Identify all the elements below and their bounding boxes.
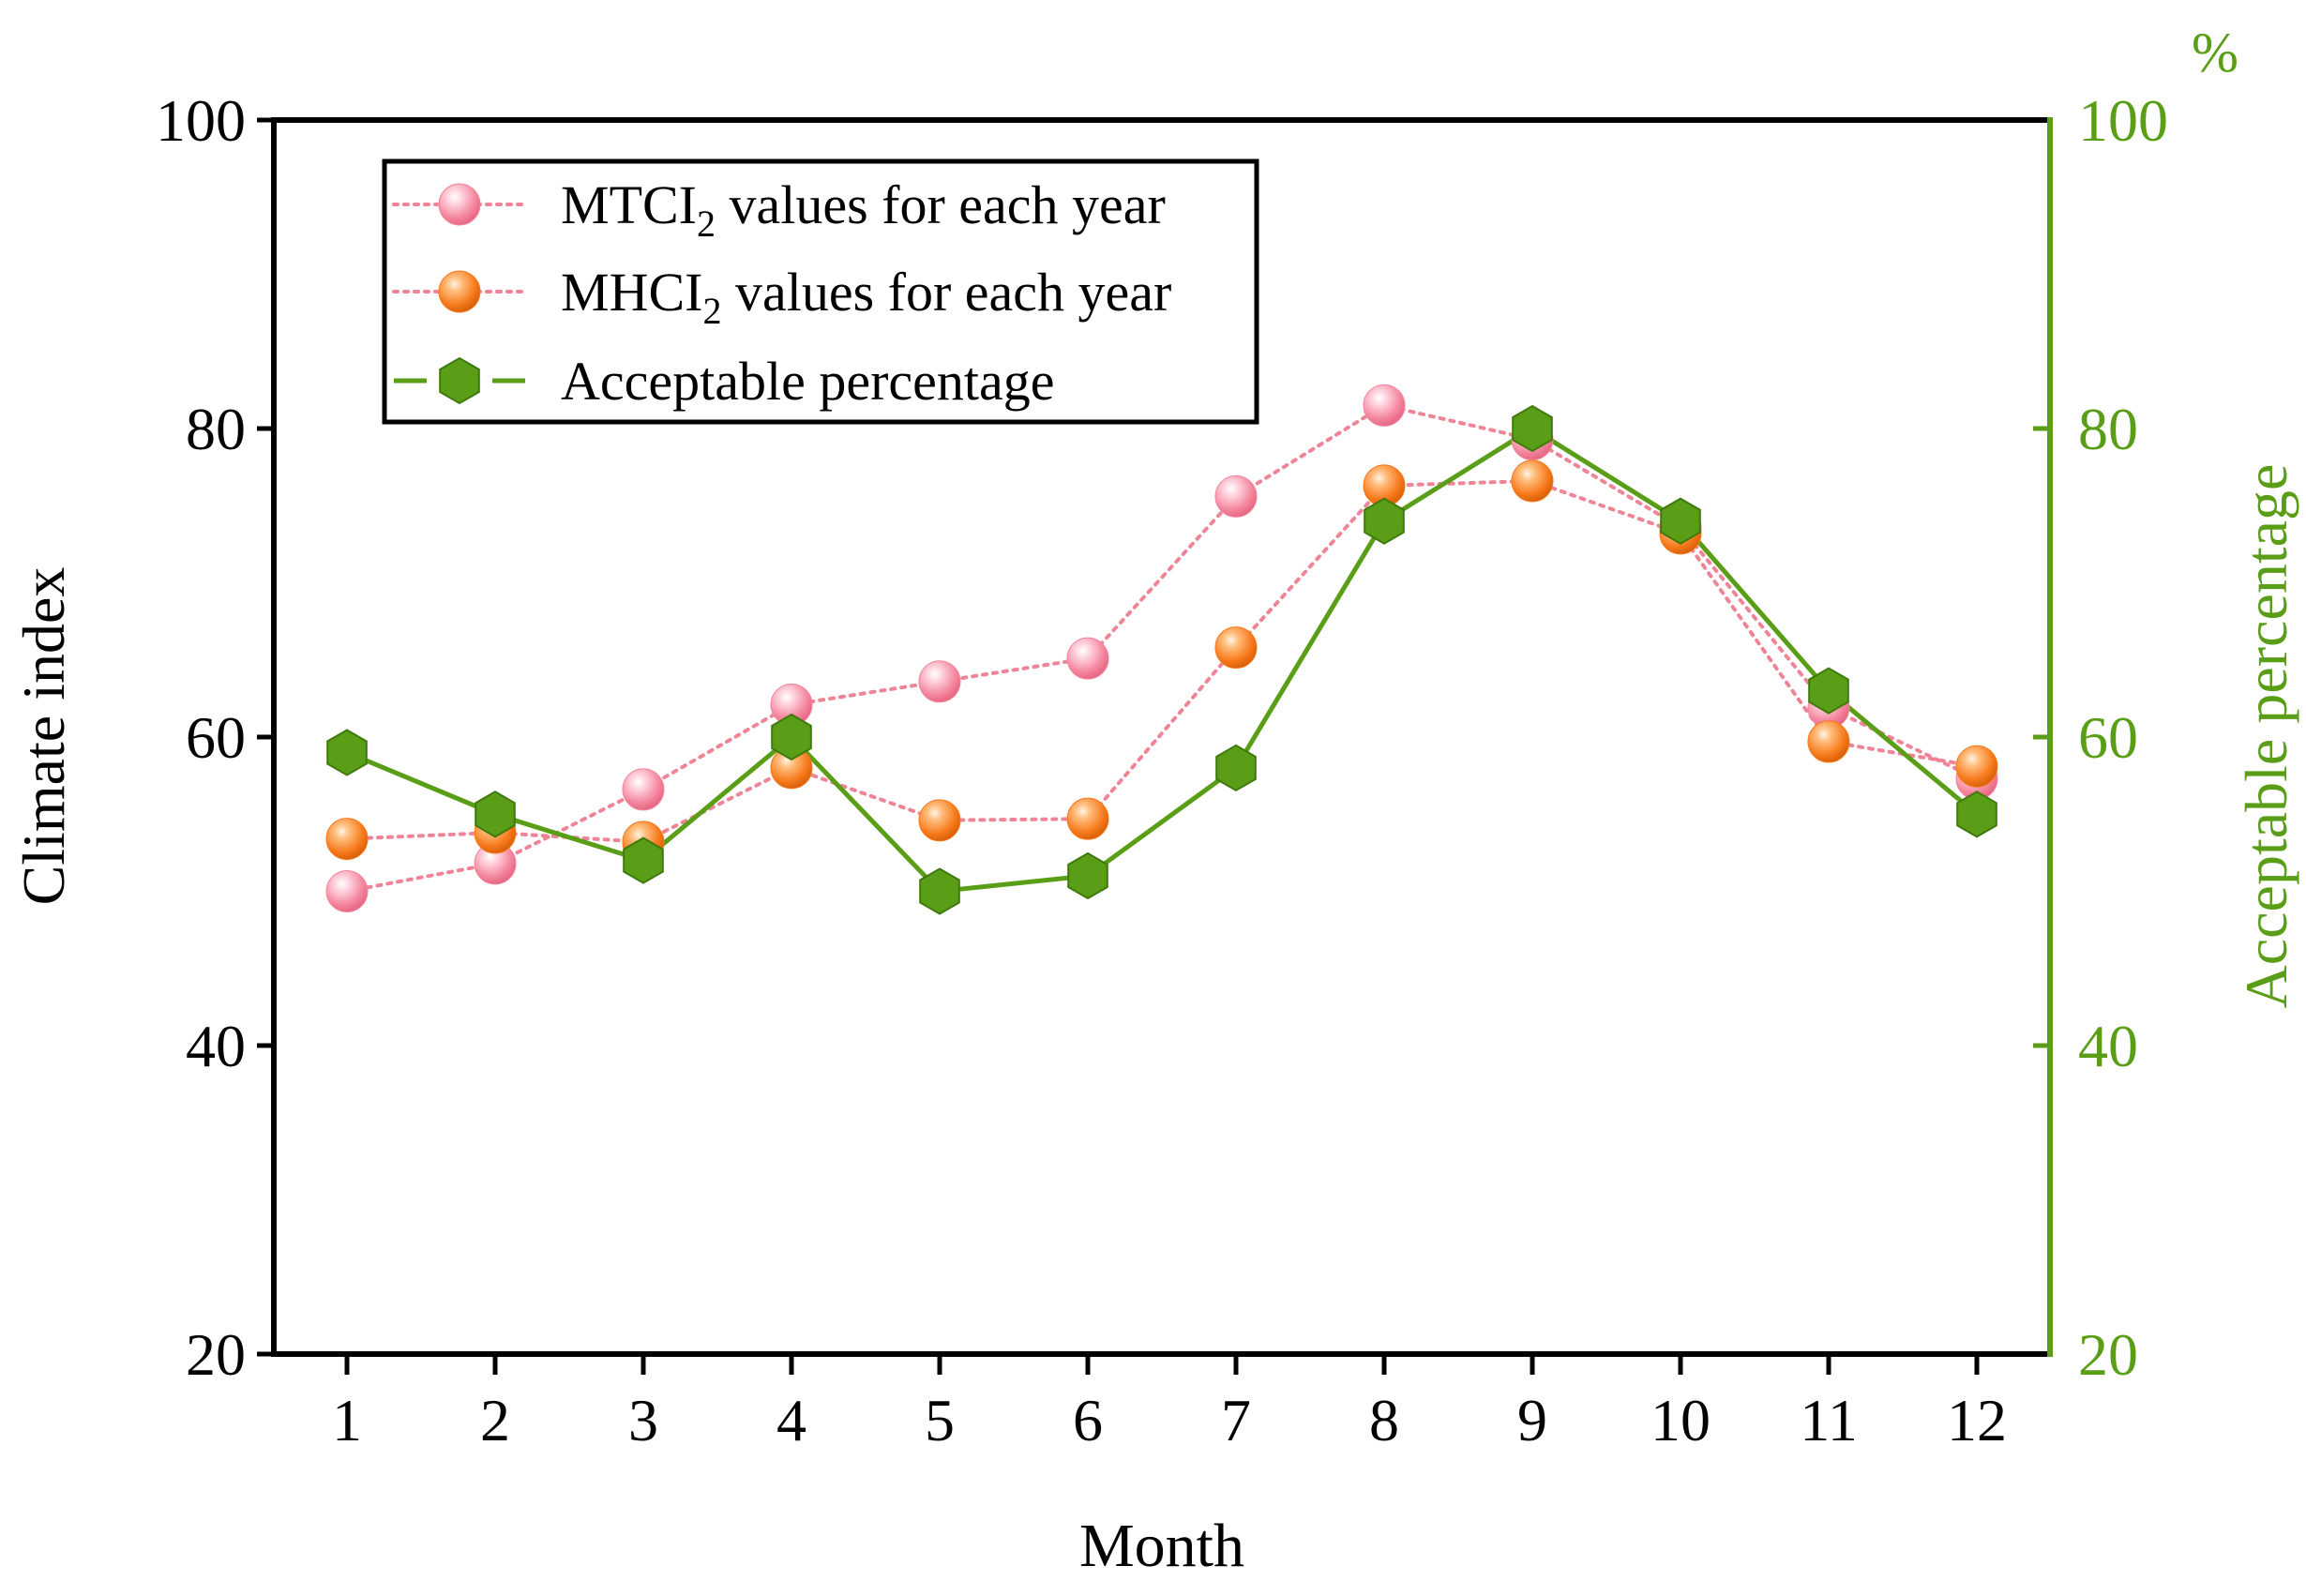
y2-axis-title: Acceptable percentage	[2233, 464, 2299, 1009]
data-point	[325, 818, 369, 861]
data-point	[1066, 797, 1109, 840]
data-point	[1215, 744, 1257, 792]
data-point	[1214, 626, 1258, 670]
data-point	[1956, 790, 1997, 838]
data-point	[771, 713, 812, 761]
x-tick-label: 4	[776, 1387, 806, 1453]
data-point	[1363, 384, 1406, 427]
series-markers-0	[325, 384, 1998, 912]
right-tick-label: 100	[2078, 87, 2168, 154]
legend-marker	[439, 356, 480, 405]
x-axis-title: Month	[1079, 1512, 1244, 1580]
x-tick-label: 9	[1517, 1387, 1547, 1453]
data-point	[1808, 667, 1849, 715]
data-point	[1364, 497, 1405, 545]
series-line-2	[346, 426, 1979, 895]
data-point	[1066, 637, 1109, 680]
data-point	[919, 867, 960, 915]
data-point	[1511, 459, 1554, 503]
left-tick-label: 40	[186, 1013, 246, 1079]
data-point	[1512, 404, 1553, 453]
x-axis-ticks: 1 2 3 4 5 6 7 8 9 10 11 12	[332, 1354, 2007, 1453]
right-tick-label: 20	[2078, 1321, 2138, 1388]
x-tick-label: 8	[1369, 1387, 1399, 1453]
right-tick-label: 80	[2078, 396, 2138, 462]
series-line-1	[345, 478, 1979, 844]
left-tick-label: 100	[156, 87, 246, 154]
data-point	[1807, 720, 1850, 763]
legend: MTCI2 values for each year MHCI2 values f…	[382, 158, 1259, 425]
x-tick-label: 2	[480, 1387, 510, 1453]
x-tick-label: 7	[1221, 1387, 1251, 1453]
x-tick-label: 12	[1947, 1387, 2007, 1453]
legend-marker	[438, 270, 481, 313]
series-markers	[325, 384, 1998, 915]
series-markers-1	[325, 459, 1998, 864]
data-point	[1067, 851, 1108, 900]
series-line-0	[345, 403, 1979, 894]
data-point	[1955, 745, 1998, 788]
x-tick-label: 10	[1650, 1387, 1711, 1453]
y-axis-title: Climate index	[10, 567, 77, 906]
x-tick-label: 5	[925, 1387, 955, 1453]
legend-box	[382, 158, 1259, 425]
data-point	[918, 660, 961, 703]
left-tick-label: 80	[186, 396, 246, 462]
data-point	[623, 836, 664, 884]
legend-label: MTCI2 values for each year	[561, 174, 1166, 245]
legend-entry-0: MTCI2 values for each year	[392, 174, 1166, 245]
right-tick-label: 60	[2078, 704, 2138, 771]
legend-marker	[438, 183, 481, 226]
legend-entry-2: Acceptable percentage	[394, 351, 1054, 412]
left-tick-label: 20	[186, 1321, 246, 1388]
data-point	[475, 790, 516, 838]
data-point	[918, 799, 961, 842]
left-tick-label: 60	[186, 704, 246, 771]
data-point	[1660, 497, 1701, 545]
x-tick-label: 6	[1073, 1387, 1103, 1453]
legend-label: Acceptable percentage	[561, 351, 1054, 412]
data-point	[1214, 474, 1258, 518]
left-axis-ticks: 20 40 60 80 100	[156, 87, 274, 1388]
x-tick-label: 1	[332, 1387, 362, 1453]
y2-unit-label: %	[2192, 22, 2238, 83]
right-tick-label: 40	[2078, 1013, 2138, 1079]
series-lines	[345, 403, 1979, 895]
data-point	[326, 729, 368, 776]
data-point	[622, 768, 665, 811]
x-tick-label: 11	[1800, 1387, 1858, 1453]
legend-label: MHCI2 values for each year	[561, 262, 1171, 332]
legend-entry-1: MHCI2 values for each year	[392, 262, 1171, 332]
series-markers-2	[326, 404, 1997, 915]
right-axis-ticks: 20 40 60 80 100	[2033, 87, 2168, 1388]
x-tick-label: 3	[628, 1387, 658, 1453]
data-point	[325, 870, 369, 912]
